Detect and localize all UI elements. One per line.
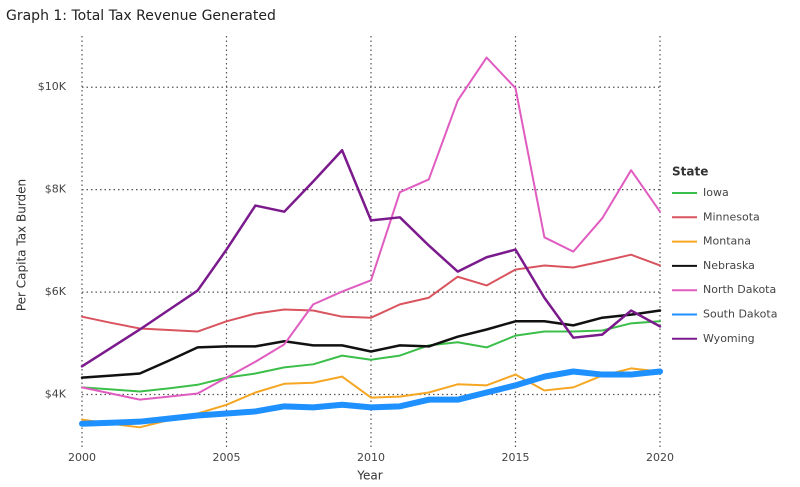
- series-line: [81, 253, 661, 333]
- x-tick-label: 2010: [357, 451, 385, 464]
- x-tick-label: 2020: [646, 451, 674, 464]
- legend-label: Nebraska: [703, 259, 755, 272]
- legend-label: Iowa: [703, 186, 729, 199]
- y-tick-label: $8K: [45, 183, 67, 196]
- legend-title: State: [672, 165, 708, 179]
- series-line: [80, 148, 662, 368]
- x-axis-title: Year: [356, 469, 382, 483]
- chart-title: Graph 1: Total Tax Revenue Generated: [6, 8, 276, 24]
- y-tick-label: $6K: [45, 285, 67, 298]
- legend-label: Montana: [703, 235, 751, 248]
- x-tick-label: 2015: [502, 451, 530, 464]
- y-axis-title: Per Capita Tax Burden: [15, 179, 29, 311]
- legend-label: Minnesota: [703, 210, 760, 223]
- series-line: [81, 56, 661, 401]
- series-line: [81, 320, 661, 393]
- x-tick-label: 2000: [68, 451, 96, 464]
- x-tick-label: 2005: [213, 451, 241, 464]
- legend-label: South Dakota: [703, 308, 777, 321]
- series-line: [79, 368, 663, 427]
- legend-label: North Dakota: [703, 283, 776, 296]
- legend-label: Wyoming: [703, 332, 755, 345]
- y-tick-label: $4K: [45, 388, 67, 401]
- y-tick-label: $10K: [38, 80, 67, 93]
